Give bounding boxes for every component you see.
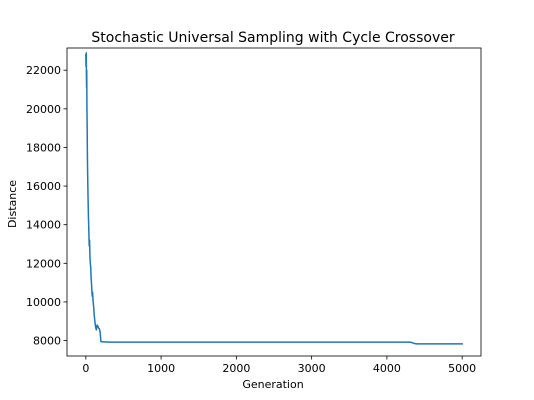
y-tick-label: 12000 <box>26 257 61 270</box>
series-line-0 <box>85 52 463 345</box>
x-tick-label: 0 <box>82 362 89 375</box>
x-axis-label: Generation <box>242 378 303 391</box>
x-tick-label: 5000 <box>448 362 476 375</box>
x-tick-label: 4000 <box>373 362 401 375</box>
x-tick-label: 1000 <box>147 362 175 375</box>
y-tick-label: 18000 <box>26 141 61 154</box>
x-tick-label: 3000 <box>298 362 326 375</box>
y-tick-label: 8000 <box>33 335 61 348</box>
y-tick-label: 10000 <box>26 296 61 309</box>
chart-title: Stochastic Universal Sampling with Cycle… <box>91 30 454 46</box>
plot-area: 0 1000 2000 3000 4000 5000 8000 10000 12000 14000… <box>26 47 482 375</box>
y-tick-label: 14000 <box>26 219 61 232</box>
x-tick-label: 2000 <box>222 362 250 375</box>
y-tick-label: 16000 <box>26 180 61 193</box>
y-tick-label: 22000 <box>26 64 61 77</box>
y-axis-label: Distance <box>6 180 19 228</box>
axes-frame <box>66 47 482 357</box>
y-tick-label: 20000 <box>26 103 61 116</box>
